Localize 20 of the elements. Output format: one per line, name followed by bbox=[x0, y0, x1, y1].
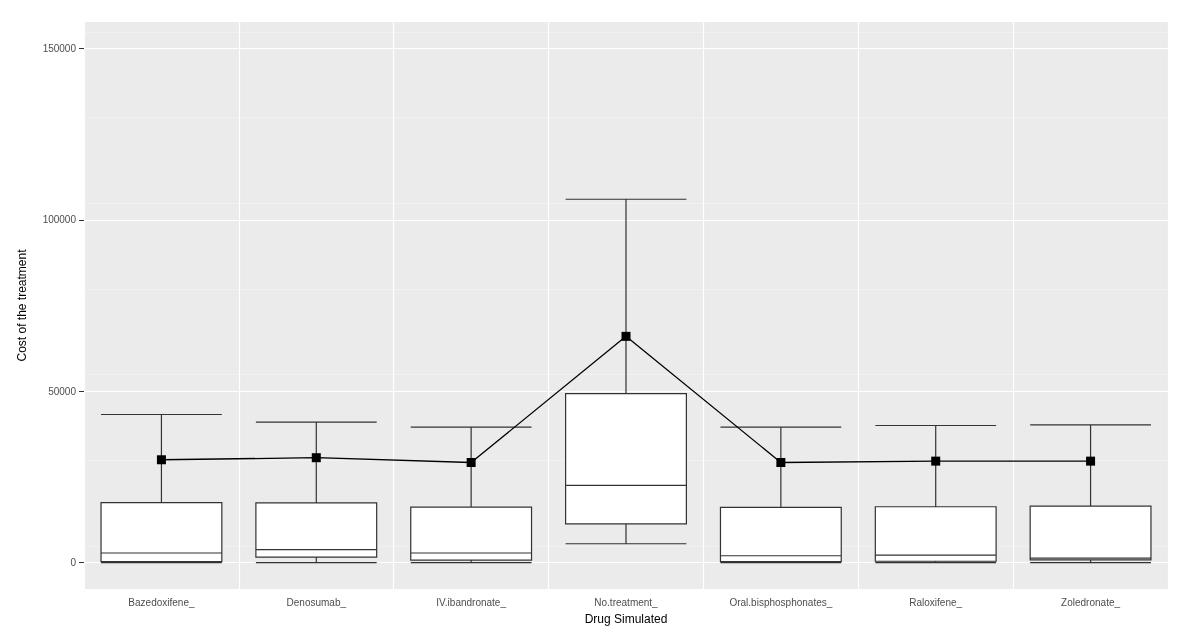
point bbox=[466, 458, 476, 467]
x-tick-label: Bazedoxifene_ bbox=[128, 596, 195, 608]
x-tick-label: Zoledronate_ bbox=[1061, 596, 1121, 608]
point bbox=[1086, 456, 1096, 466]
point bbox=[156, 455, 166, 465]
point bbox=[621, 331, 631, 341]
point bbox=[776, 458, 786, 467]
x-tick-label: IV.ibandronate_ bbox=[436, 596, 507, 608]
x-axis-title: Drug Simulated bbox=[584, 612, 668, 626]
x-tick-label: No.treatment_ bbox=[594, 596, 659, 608]
y-tick-label: 150000 bbox=[42, 42, 77, 54]
x-tick-label: Raloxifene_ bbox=[909, 596, 963, 608]
point bbox=[311, 453, 321, 463]
x-tick-label: Oral.bisphosphonates_ bbox=[729, 596, 833, 608]
y-axis-title: Cost of the treatment bbox=[15, 248, 29, 362]
y-tick-label: 0 bbox=[70, 557, 77, 569]
y-tick-label: 100000 bbox=[42, 214, 77, 226]
point bbox=[931, 456, 941, 466]
x-tick-label: Denosumab_ bbox=[286, 596, 347, 608]
y-tick-label: 50000 bbox=[48, 385, 77, 397]
